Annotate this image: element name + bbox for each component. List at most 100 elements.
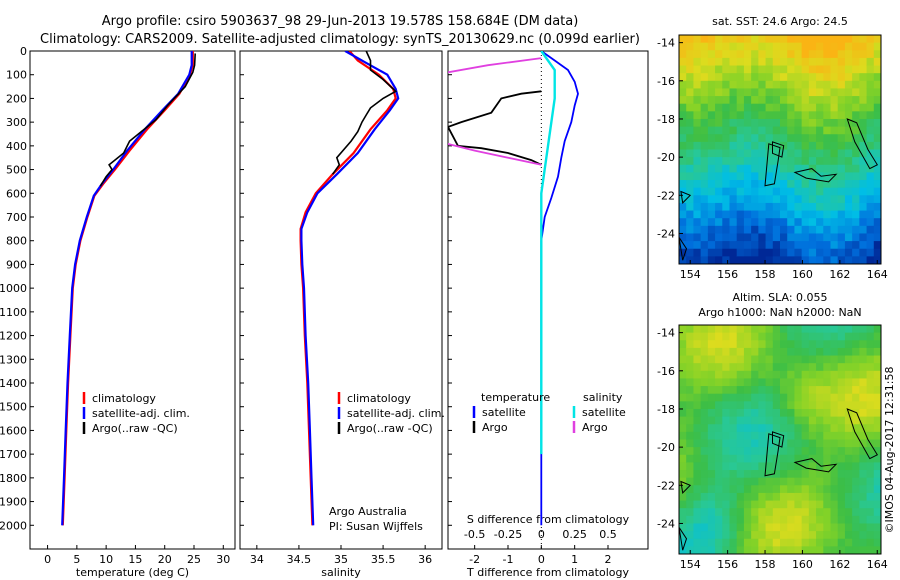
sla-map-heatmap-cell: [758, 363, 767, 372]
sla-map-heatmap-cell: [715, 439, 723, 448]
sla-map-heatmap-cell: [866, 386, 875, 395]
sla-map-heatmap-cell: [679, 492, 687, 502]
depth-tick-label: 1600: [0, 424, 27, 437]
sla-map-heatmap-cell: [729, 386, 738, 395]
difference-panel: -2 -1 0 1 2-0.5 -0.25 0 0.25 0.5S difference fro…: [447, 50, 649, 579]
sla-map-heatmap-cell: [743, 363, 752, 372]
sst-map-heatmap-cell: [679, 65, 687, 74]
sst-map-heatmap-cell: [780, 233, 788, 242]
sla-map-heatmap-cell: [707, 462, 716, 471]
sst-map-lat-tick-label: -14: [657, 37, 675, 50]
sst-map-heatmap-cell: [722, 172, 731, 181]
sst-map-heatmap-cell: [866, 195, 875, 204]
sla-map-heatmap-cell: [801, 454, 810, 463]
sla-map-heatmap-cell: [844, 386, 853, 395]
sst-map-heatmap-cell: [686, 80, 695, 90]
sla-map-heatmap-cell: [758, 408, 767, 418]
sst-map-heatmap-cell: [679, 103, 687, 112]
sla-map-heatmap-cell: [722, 500, 731, 509]
sla-map-heatmap-cell: [686, 477, 695, 486]
sst-map-heatmap-cell: [808, 103, 817, 112]
sst-map-heatmap-cell: [765, 248, 774, 257]
sst-map-heatmap-cell: [801, 65, 810, 74]
sst-map-heatmap-cell: [823, 149, 832, 158]
sst-map-heatmap-cell: [794, 202, 803, 212]
sla-map-heatmap-cell: [751, 515, 759, 525]
sla-map-heatmap-cell: [729, 416, 738, 425]
sst-map-heatmap-cell: [787, 195, 796, 204]
sla-map-heatmap-cell: [816, 416, 824, 425]
sst-map-heatmap-cell: [808, 202, 817, 212]
sla-map-heatmap-cell: [830, 523, 839, 532]
sla-map-lat-tick-label: -16: [657, 365, 675, 378]
sla-map-heatmap-cell: [765, 393, 774, 402]
sst-map-heatmap-cell: [816, 88, 824, 97]
sst-map-heatmap-cell: [780, 42, 788, 51]
sla-map-heatmap-cell: [722, 439, 731, 448]
sla-map-heatmap-cell: [751, 408, 759, 418]
sst-map-heatmap-cell: [743, 241, 752, 250]
sla-map-heatmap-cell: [758, 454, 767, 463]
sla-map-heatmap-cell: [823, 431, 832, 441]
depth-tick-label: 1500: [0, 401, 27, 414]
sst-map-heatmap-cell: [758, 218, 767, 227]
sla-map-heatmap-cell: [794, 408, 803, 418]
sst-map-heatmap-cell: [830, 50, 839, 59]
sst-map-heatmap-cell: [686, 157, 695, 166]
sla-map-heatmap-cell: [823, 370, 832, 380]
sla-map-heatmap-cell: [816, 424, 824, 433]
sst-map-lat-tick-label: -18: [657, 113, 675, 126]
sla-map-heatmap-cell: [693, 340, 702, 349]
sst-map-coastline: [679, 237, 688, 261]
sst-map-heatmap-cell: [679, 80, 687, 90]
sst-map-heatmap-cell: [715, 157, 723, 166]
sst-map-heatmap-cell: [729, 202, 738, 212]
sst-map-heatmap-cell: [852, 126, 860, 135]
sla-map-heatmap-cell: [873, 500, 881, 509]
sla-map-heatmap-cell: [772, 401, 781, 410]
sst-map-heatmap-cell: [837, 80, 846, 90]
sst-map-heatmap-cell: [772, 50, 781, 59]
sst-map-heatmap-cell: [844, 96, 853, 105]
sst-map-heatmap-cell: [679, 134, 687, 143]
sla-map-heatmap-cell: [679, 408, 687, 418]
sla-map-heatmap-cell: [866, 325, 875, 334]
sst-map-heatmap-cell: [743, 195, 752, 204]
sla-map-heatmap-cell: [823, 515, 832, 525]
sla-map-heatmap-cell: [830, 393, 839, 402]
sla-map-heatmap-cell: [751, 401, 759, 410]
sla-map-heatmap-cell: [852, 531, 860, 540]
sst-map-heatmap-cell: [751, 157, 759, 166]
sst-map-heatmap-cell: [787, 141, 796, 151]
sst-map-heatmap-cell: [765, 141, 774, 151]
sla-map-heatmap-cell: [700, 347, 709, 357]
sla-map-heatmap-cell: [700, 515, 709, 525]
sla-map-heatmap-cell: [722, 538, 731, 547]
sla-map-heatmap-cell: [852, 424, 860, 433]
sla-map-heatmap-cell: [823, 355, 832, 364]
sst-map-heatmap-cell: [844, 80, 853, 90]
sla-map-heatmap-cell: [794, 332, 803, 341]
sla-map-heatmap-cell: [751, 370, 759, 380]
sst-map-heatmap-cell: [700, 35, 709, 44]
sla-map-heatmap-cell: [844, 332, 853, 341]
sst-map-heatmap-cell: [722, 248, 731, 257]
sst-map-heatmap-cell: [852, 218, 860, 227]
sla-map-heatmap-cell: [830, 485, 839, 494]
sst-map-heatmap-cell: [780, 164, 788, 173]
sst-map-heatmap-cell: [700, 96, 709, 105]
sla-map-heatmap-cell: [693, 431, 702, 441]
sst-map-heatmap-cell: [808, 241, 817, 250]
sst-map-heatmap-cell: [722, 157, 731, 166]
sst-map-heatmap-cell: [866, 73, 875, 82]
sla-map-heatmap-cell: [837, 332, 846, 341]
sst-map-heatmap-cell: [765, 225, 774, 235]
sst-map-heatmap-cell: [715, 233, 723, 242]
sla-map-heatmap-cell: [707, 363, 716, 372]
sst-map-heatmap-cell: [844, 42, 853, 51]
sla-map-heatmap-cell: [852, 401, 860, 410]
sla-map-heatmap-cell: [830, 492, 839, 502]
sst-map-heatmap-cell: [801, 164, 810, 173]
sla-map-heatmap-cell: [866, 477, 875, 486]
sla-map-heatmap-cell: [736, 378, 745, 387]
